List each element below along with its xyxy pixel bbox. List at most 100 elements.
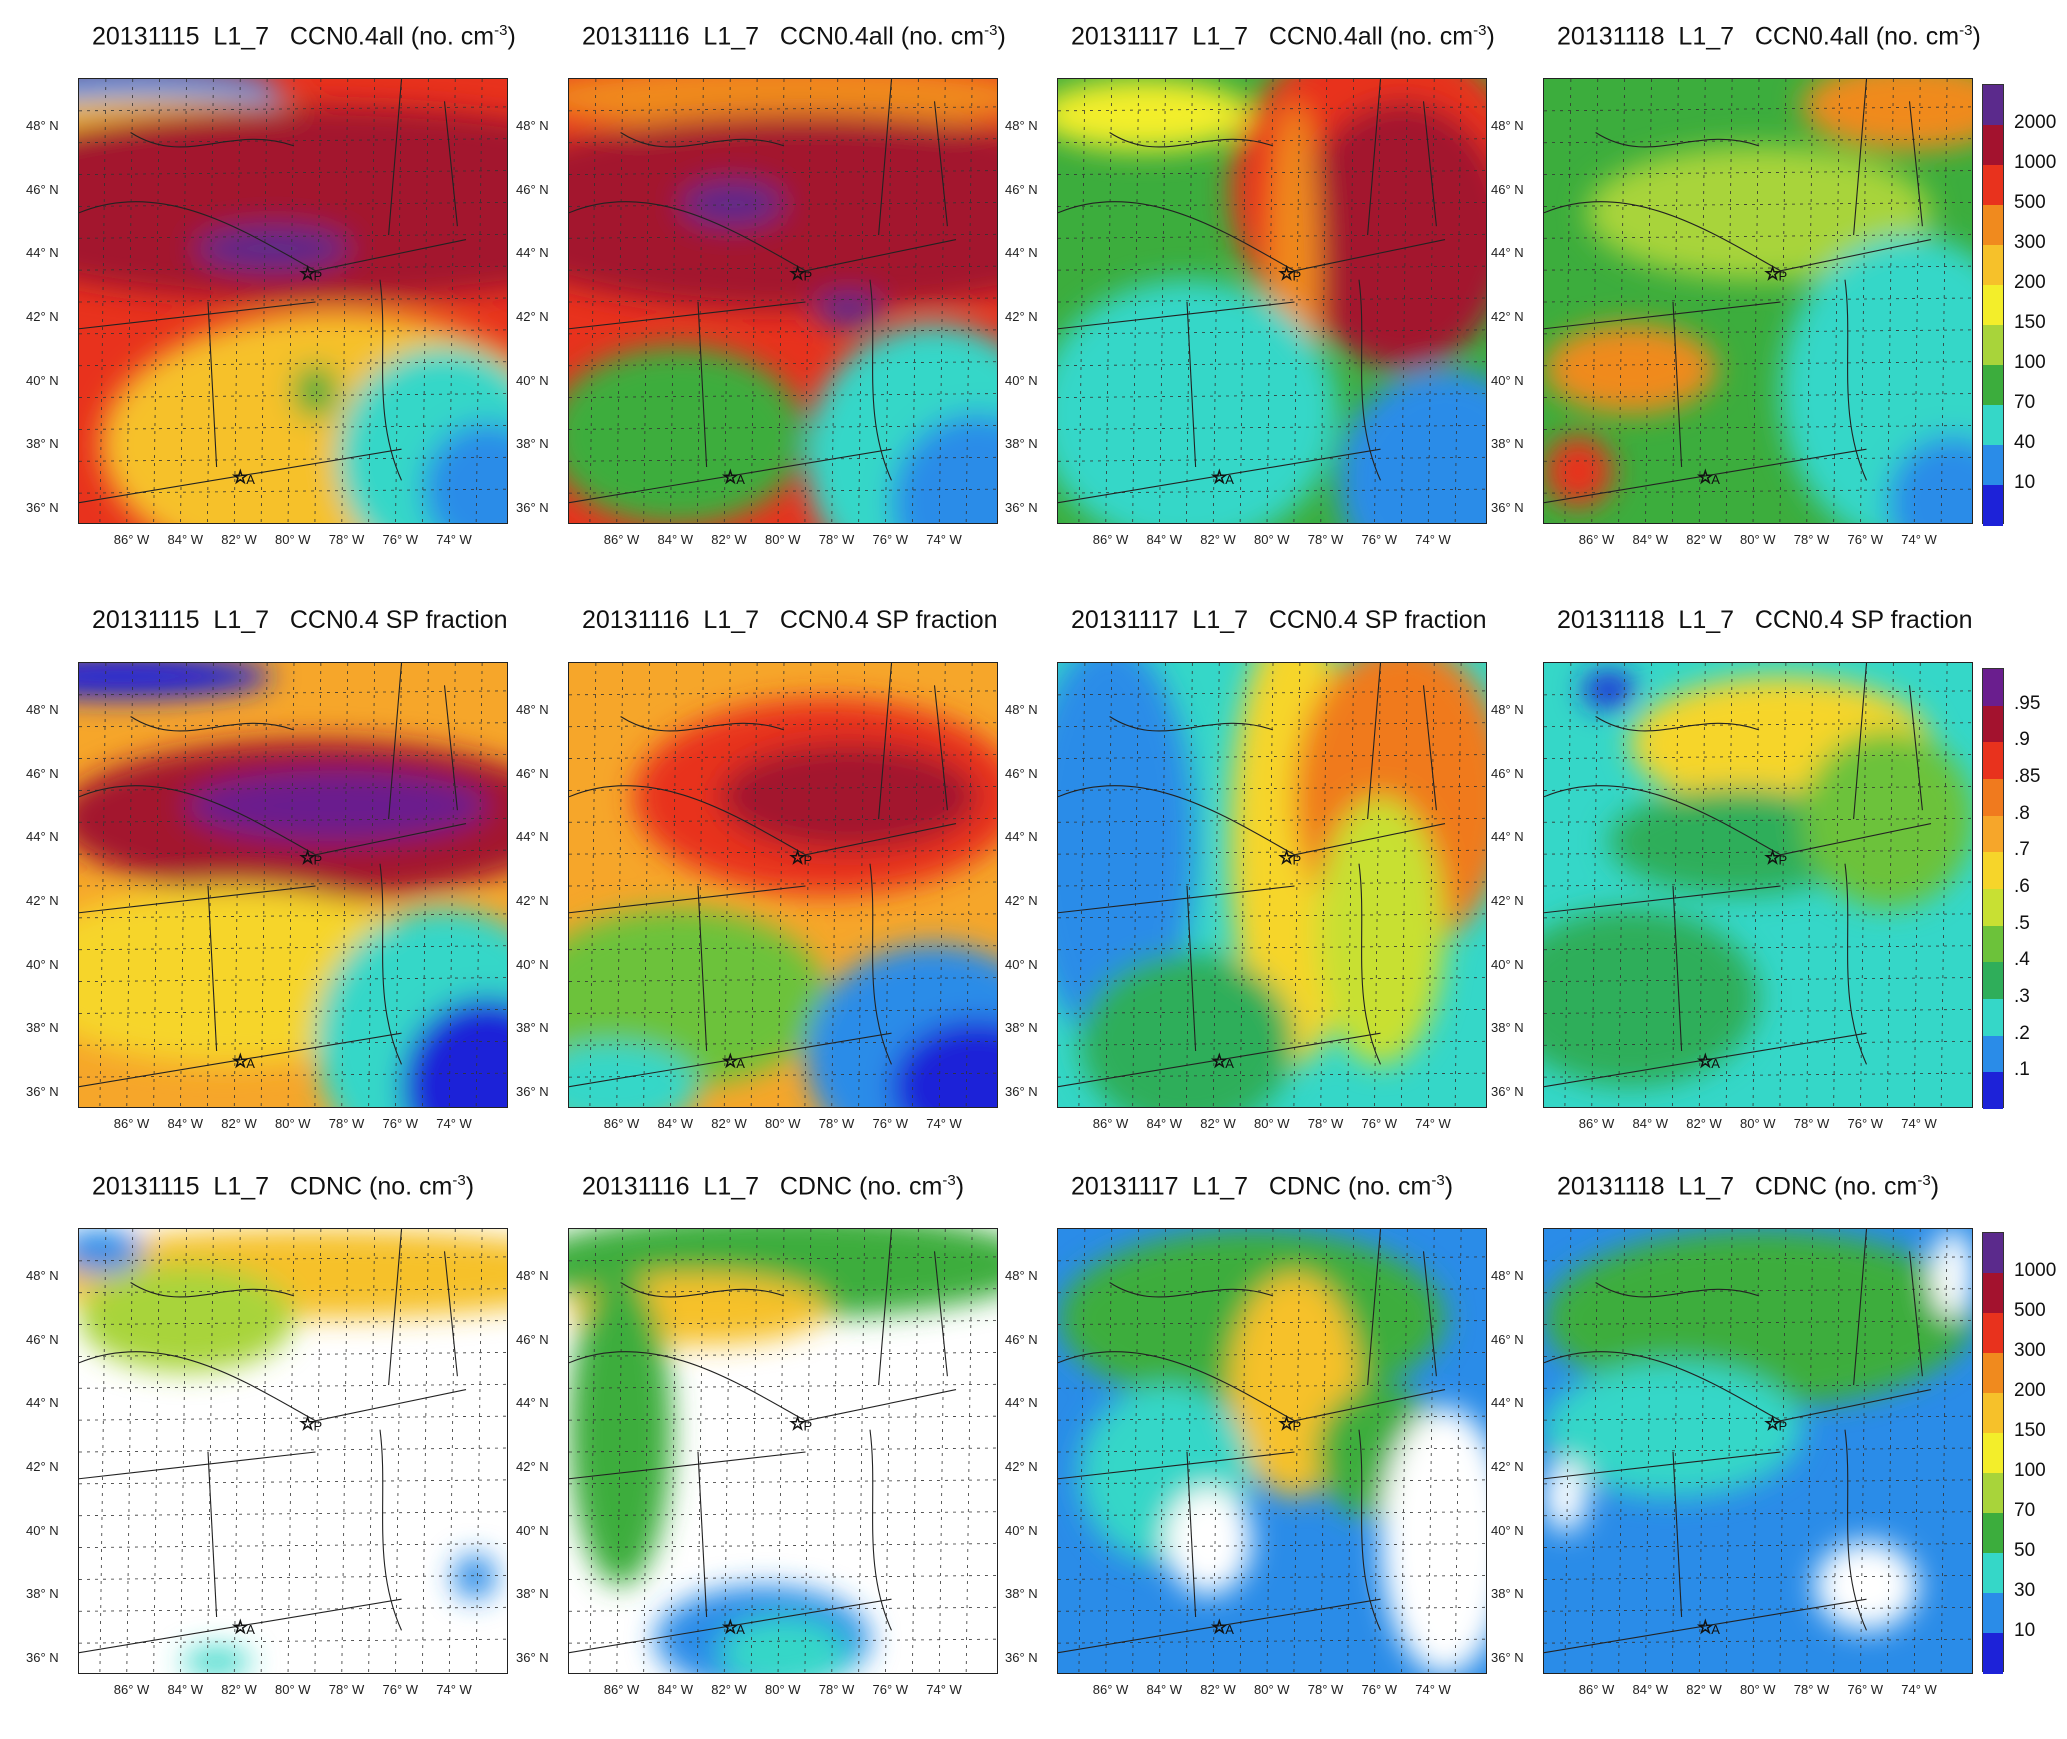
boundary-line — [388, 663, 403, 820]
panel-title: 20131116 L1_7 CCN0.4 SP fraction — [582, 606, 998, 635]
site-star-icon: ☆ — [232, 1617, 248, 1638]
boundary-line — [569, 1032, 892, 1088]
colorbar-segment — [1983, 815, 2003, 853]
boundary-line — [207, 1451, 218, 1618]
lon-tick-label: 78° W — [328, 1682, 365, 1697]
lon-tick-label: 80° W — [765, 1116, 801, 1131]
boundary-line — [79, 1351, 316, 1422]
lat-tick-label: 46° N — [516, 181, 549, 197]
colorbar-segment — [1983, 779, 2003, 817]
grid-line — [126, 663, 134, 1107]
grid-line — [831, 1229, 839, 1673]
lon-tick-label: 74° W — [926, 1682, 962, 1697]
grid-line — [1618, 663, 1626, 1107]
lon-tick-label: 84° W — [1146, 532, 1183, 547]
panel-date: 20131115 L1_7 CCN0.4 SP fraction — [92, 606, 508, 634]
boundary-line — [1358, 1429, 1382, 1631]
site-star-icon: ☆ — [1764, 847, 1780, 868]
boundary-line — [1186, 301, 1197, 468]
lon-tick-label: 74° W — [1901, 1682, 1937, 1697]
boundary-line — [933, 1251, 948, 1377]
lon-tick-label: 76° W — [1361, 1116, 1398, 1131]
field-region — [1544, 908, 1759, 1087]
field-region — [453, 1554, 497, 1600]
boundary-line — [1544, 1598, 1867, 1654]
boundary-line — [1780, 1389, 1932, 1422]
lat-tick-label: 40° N — [1005, 956, 1038, 972]
site-label: A — [246, 1056, 255, 1071]
lon-tick-label: 86° W — [603, 1116, 640, 1131]
panel-date: 20131117 L1_7 CDNC (no. cm — [1071, 1172, 1432, 1201]
grid-line — [777, 1229, 785, 1673]
lat-tick-label: 44° N — [1005, 829, 1038, 845]
panel-title: 20131116 L1_7 CCN0.4all (no. cm-3) — [582, 22, 1006, 51]
boundary-line — [1058, 1598, 1381, 1654]
grid-line — [448, 1229, 456, 1673]
lon-tick-label: 76° W — [382, 1116, 419, 1131]
site-star-icon: ☆ — [722, 1051, 738, 1072]
grid-line — [858, 663, 866, 1107]
boundary-line — [379, 1429, 403, 1631]
lon-tick-label: 82° W — [1686, 1116, 1722, 1131]
lon-tick-label: 76° W — [1847, 1116, 1884, 1131]
grid-line — [1698, 663, 1706, 1107]
grid-line — [1833, 79, 1841, 523]
grid-line — [1940, 79, 1948, 523]
grid-line — [1698, 1229, 1706, 1673]
field-region — [79, 1229, 144, 1274]
panel-title: 20131115 L1_7 CDNC (no. cm-3) — [92, 1172, 474, 1201]
boundary-line — [443, 1251, 458, 1377]
lon-tick-label: 82° W — [1686, 532, 1722, 547]
boundary-line — [933, 685, 948, 811]
unit-exponent: -3 — [1473, 22, 1487, 39]
unit-close: ) — [1972, 22, 1981, 51]
boundary-line — [1672, 301, 1683, 468]
site-star-icon: ☆ — [789, 847, 805, 868]
lat-tick-label: 46° N — [26, 181, 59, 197]
lon-tick-label: 80° W — [1254, 532, 1290, 547]
unit-close: ) — [1930, 1172, 1940, 1201]
boundary-line — [1853, 79, 1868, 236]
field-region — [423, 422, 507, 523]
grid-line — [153, 663, 161, 1107]
grid-line — [260, 1229, 268, 1673]
boundary-line — [569, 301, 806, 330]
lat-tick-label: 46° N — [26, 765, 59, 781]
colorbar-segment — [1983, 1393, 2003, 1434]
grid-line — [1374, 79, 1381, 523]
lat-tick-label: 42° N — [26, 892, 59, 908]
grid-line — [938, 1229, 946, 1673]
colorbar-segment — [1983, 1593, 2003, 1634]
grid-line — [1591, 1229, 1599, 1673]
lat-tick-label: 38° N — [1491, 1020, 1524, 1036]
panel-title: 20131115 L1_7 CCN0.4all (no. cm-3) — [92, 22, 516, 51]
field-region — [1079, 952, 1295, 1107]
grid-line — [1752, 1229, 1760, 1673]
grid-line — [1105, 663, 1113, 1107]
boundary-line — [1109, 1282, 1274, 1298]
site-label: P — [803, 1418, 812, 1433]
grid-line — [750, 663, 758, 1107]
boundary-line — [697, 301, 708, 468]
grid-line — [616, 1229, 624, 1673]
lon-tick-label: 78° W — [1307, 532, 1344, 547]
lon-tick-label: 74° W — [926, 532, 962, 547]
field-region — [680, 181, 784, 227]
site-label: A — [736, 1622, 745, 1637]
site-star-icon: ☆ — [1764, 263, 1780, 284]
boundary-line — [569, 1351, 806, 1422]
lon-tick-label: 74° W — [1415, 1116, 1451, 1131]
panel-date: 20131116 L1_7 CCN0.4 SP fraction — [582, 606, 998, 634]
grid-line — [314, 663, 322, 1107]
lon-tick-label: 78° W — [818, 1116, 855, 1131]
site-label: P — [313, 1418, 322, 1433]
grid-line — [697, 663, 704, 1107]
grid-line — [912, 79, 919, 523]
grid-line — [1401, 663, 1408, 1107]
grid-line — [180, 79, 187, 523]
boundary-line — [130, 716, 295, 732]
grid-line — [1860, 663, 1867, 1107]
colorbar-label: .9 — [2014, 729, 2030, 751]
lat-tick-label: 42° N — [1491, 1458, 1524, 1474]
map-panel: ☆ P ☆ A — [568, 1228, 998, 1674]
